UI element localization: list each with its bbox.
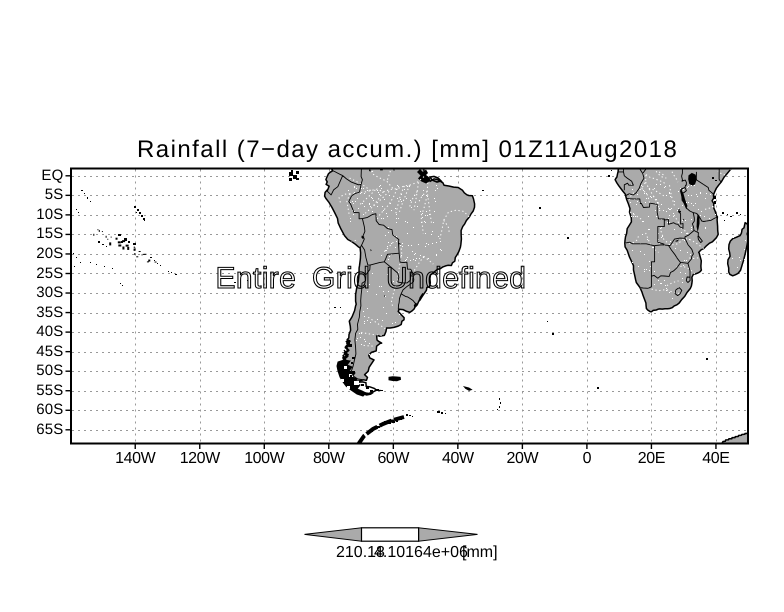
- svg-text:Entire Grid Undefined: Entire Grid Undefined: [216, 262, 527, 295]
